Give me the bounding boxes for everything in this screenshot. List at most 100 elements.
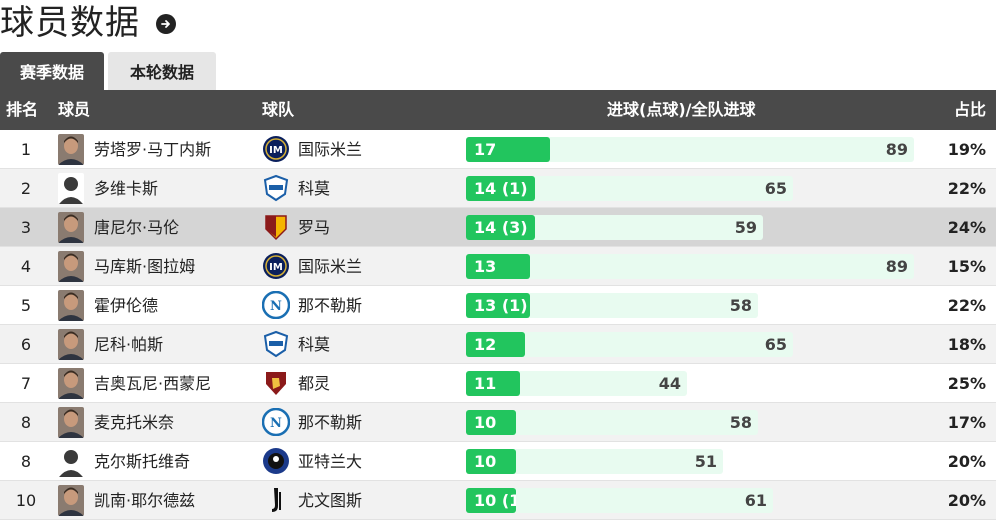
goal-ratio-cell: 15%	[947, 257, 986, 276]
goal-ratio-cell: 20%	[947, 491, 986, 510]
column-header-ratio[interactable]: 占比	[953, 100, 986, 119]
goal-ratio-cell: 19%	[947, 140, 986, 159]
player-goals-bar: 10	[466, 410, 516, 435]
table-header: 排名 球员 球队 进球(点球)/全队进球 占比	[0, 90, 996, 130]
svg-text:N: N	[270, 299, 282, 314]
goal-ratio-cell: 25%	[947, 374, 986, 393]
atalanta-crest-icon	[262, 447, 290, 475]
table-row[interactable]: 8 麦克托米奈 N 那不勒斯 10 58 17%	[0, 403, 996, 442]
player-stats-table: 排名 球员 球队 进球(点球)/全队进球 占比 1 劳塔罗·马丁内斯 IM 国际米兰 1…	[0, 90, 996, 520]
player-goals-bar: 10 (1	[466, 488, 516, 513]
team-goals-bar	[466, 488, 773, 513]
player-name-link[interactable]: 多维卡斯	[94, 179, 159, 198]
goal-ratio-cell: 22%	[947, 179, 986, 198]
player-name-link[interactable]: 尼科·帕斯	[94, 335, 164, 354]
player-name-link[interactable]: 克尔斯托维奇	[94, 452, 191, 471]
team-name-link[interactable]: 那不勒斯	[298, 296, 363, 315]
player-goals-bar: 10	[466, 449, 516, 474]
player-avatar	[58, 212, 84, 243]
table-body: 1 劳塔罗·马丁内斯 IM 国际米兰 17 89 19% 2 多维卡斯 科莫 14 (1) 65 22%…	[0, 130, 996, 520]
juventus-crest-icon	[262, 486, 290, 514]
player-avatar	[58, 290, 84, 321]
team-goals-value: 59	[734, 218, 757, 237]
player-name-link[interactable]: 凯南·耶尔德兹	[94, 491, 196, 510]
player-avatar	[58, 485, 84, 516]
column-header-player[interactable]: 球员	[58, 100, 91, 119]
goal-ratio-cell: 20%	[947, 452, 986, 471]
team-goals-value: 89	[885, 257, 908, 276]
team-name-link[interactable]: 国际米兰	[298, 140, 363, 159]
team-goals-value: 58	[729, 296, 752, 315]
rank-cell: 8	[20, 452, 32, 471]
tab-season-stats[interactable]: 赛季数据	[0, 52, 104, 90]
rank-cell: 10	[15, 491, 37, 510]
goal-ratio-cell: 22%	[947, 296, 986, 315]
player-name-link[interactable]: 劳塔罗·马丁内斯	[94, 140, 212, 159]
player-goals-bar: 13 (1)	[466, 293, 530, 318]
rank-cell: 8	[20, 413, 32, 432]
tab-bar: 赛季数据 本轮数据	[0, 52, 216, 90]
table-row[interactable]: 5 霍伊伦德 N 那不勒斯 13 (1) 58 22%	[0, 286, 996, 325]
player-avatar	[58, 368, 84, 399]
player-name-link[interactable]: 麦克托米奈	[94, 413, 175, 432]
inter-crest-icon: IM	[262, 135, 290, 163]
goal-ratio-cell: 18%	[947, 335, 986, 354]
goal-ratio-cell: 24%	[947, 218, 986, 237]
team-goals-value: 51	[694, 452, 717, 471]
player-silhouette-icon	[58, 446, 84, 477]
column-header-goals[interactable]: 进球(点球)/全队进球	[607, 100, 756, 119]
table-row[interactable]: 2 多维卡斯 科莫 14 (1) 65 22%	[0, 169, 996, 208]
player-avatar	[58, 407, 84, 438]
table-row[interactable]: 6 尼科·帕斯 科莫 12 65 18%	[0, 325, 996, 364]
team-name-link[interactable]: 尤文图斯	[298, 491, 363, 510]
team-goals-value: 65	[764, 179, 787, 198]
player-goals-bar: 14 (1)	[466, 176, 535, 201]
torino-crest-icon	[262, 369, 290, 397]
team-goals-value: 44	[658, 374, 681, 393]
player-goals-bar: 17	[466, 137, 550, 162]
table-row[interactable]: 7 吉奥瓦尼·西蒙尼 都灵 11 44 25%	[0, 364, 996, 403]
player-name-link[interactable]: 霍伊伦德	[94, 296, 159, 315]
svg-text:IM: IM	[269, 145, 283, 156]
rank-cell: 7	[20, 374, 32, 393]
player-avatar	[58, 134, 84, 165]
svg-text:N: N	[270, 416, 282, 431]
player-name-link[interactable]: 吉奥瓦尼·西蒙尼	[94, 374, 212, 393]
rank-cell: 4	[20, 257, 32, 276]
table-row[interactable]: 1 劳塔罗·马丁内斯 IM 国际米兰 17 89 19%	[0, 130, 996, 169]
team-name-link[interactable]: 科莫	[298, 179, 331, 198]
player-goals-bar: 12	[466, 332, 525, 357]
team-goals-value: 61	[744, 491, 767, 510]
team-goals-bar	[466, 254, 914, 279]
team-name-link[interactable]: 罗马	[298, 218, 331, 237]
rank-cell: 2	[20, 179, 32, 198]
team-name-link[interactable]: 都灵	[298, 374, 331, 393]
rank-cell: 6	[20, 335, 32, 354]
table-row[interactable]: 10 凯南·耶尔德兹 尤文图斯 10 (1 61 20%	[0, 481, 996, 520]
player-goals-bar: 11	[466, 371, 520, 396]
team-name-link[interactable]: 国际米兰	[298, 257, 363, 276]
rank-cell: 1	[20, 140, 32, 159]
napoli-crest-icon: N	[261, 290, 291, 320]
player-name-link[interactable]: 唐尼尔·马伦	[94, 218, 180, 237]
rank-cell: 5	[20, 296, 32, 315]
svg-text:IM: IM	[269, 262, 283, 273]
column-header-team[interactable]: 球队	[262, 100, 295, 119]
tab-round-stats[interactable]: 本轮数据	[108, 52, 216, 90]
player-goals-bar: 14 (3)	[466, 215, 535, 240]
goal-ratio-cell: 17%	[947, 413, 986, 432]
team-goals-value: 58	[729, 413, 752, 432]
team-name-link[interactable]: 亚特兰大	[298, 452, 363, 471]
team-name-link[interactable]: 科莫	[298, 335, 331, 354]
player-name-link[interactable]: 马库斯·图拉姆	[94, 257, 196, 276]
team-name-link[interactable]: 那不勒斯	[298, 413, 363, 432]
team-goals-value: 89	[885, 140, 908, 159]
column-header-rank[interactable]: 排名	[6, 100, 39, 119]
como-crest-icon	[262, 174, 290, 202]
como-crest-icon	[262, 330, 290, 358]
team-goals-value: 65	[764, 335, 787, 354]
table-row[interactable]: 8 克尔斯托维奇 亚特兰大 10 51 20%	[0, 442, 996, 481]
table-row[interactable]: 4 马库斯·图拉姆 IM 国际米兰 13 89 15%	[0, 247, 996, 286]
table-row[interactable]: 3 唐尼尔·马伦 罗马 14 (3) 59 24%	[0, 208, 996, 247]
arrow-right-icon[interactable]	[156, 14, 176, 34]
